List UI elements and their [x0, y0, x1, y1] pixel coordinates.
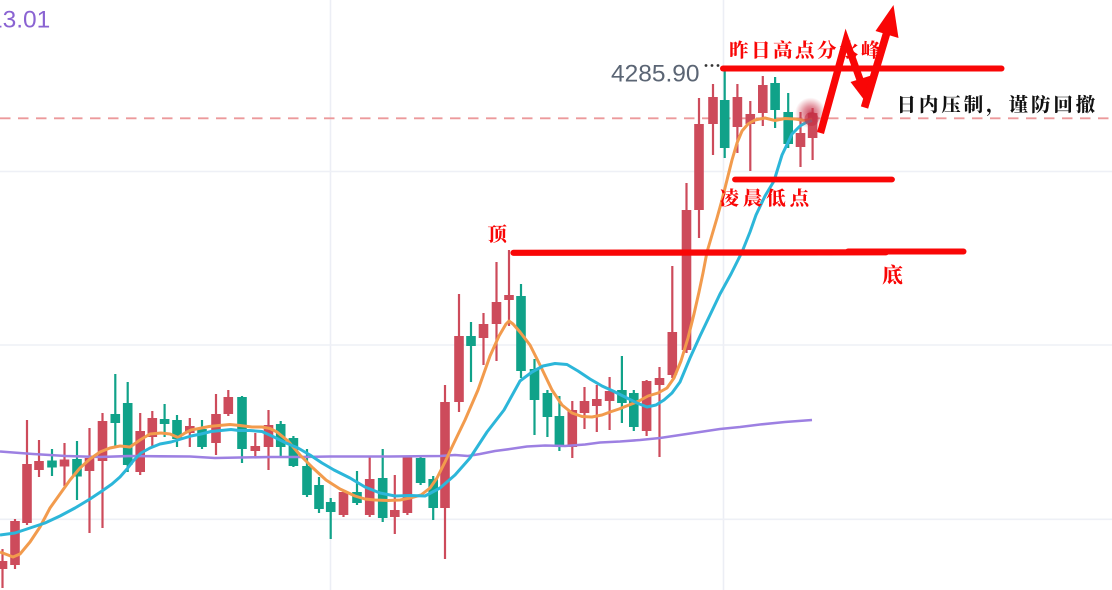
svg-text:13.01: 13.01 [0, 7, 50, 34]
svg-text:4285.90: 4285.90 [611, 61, 700, 88]
